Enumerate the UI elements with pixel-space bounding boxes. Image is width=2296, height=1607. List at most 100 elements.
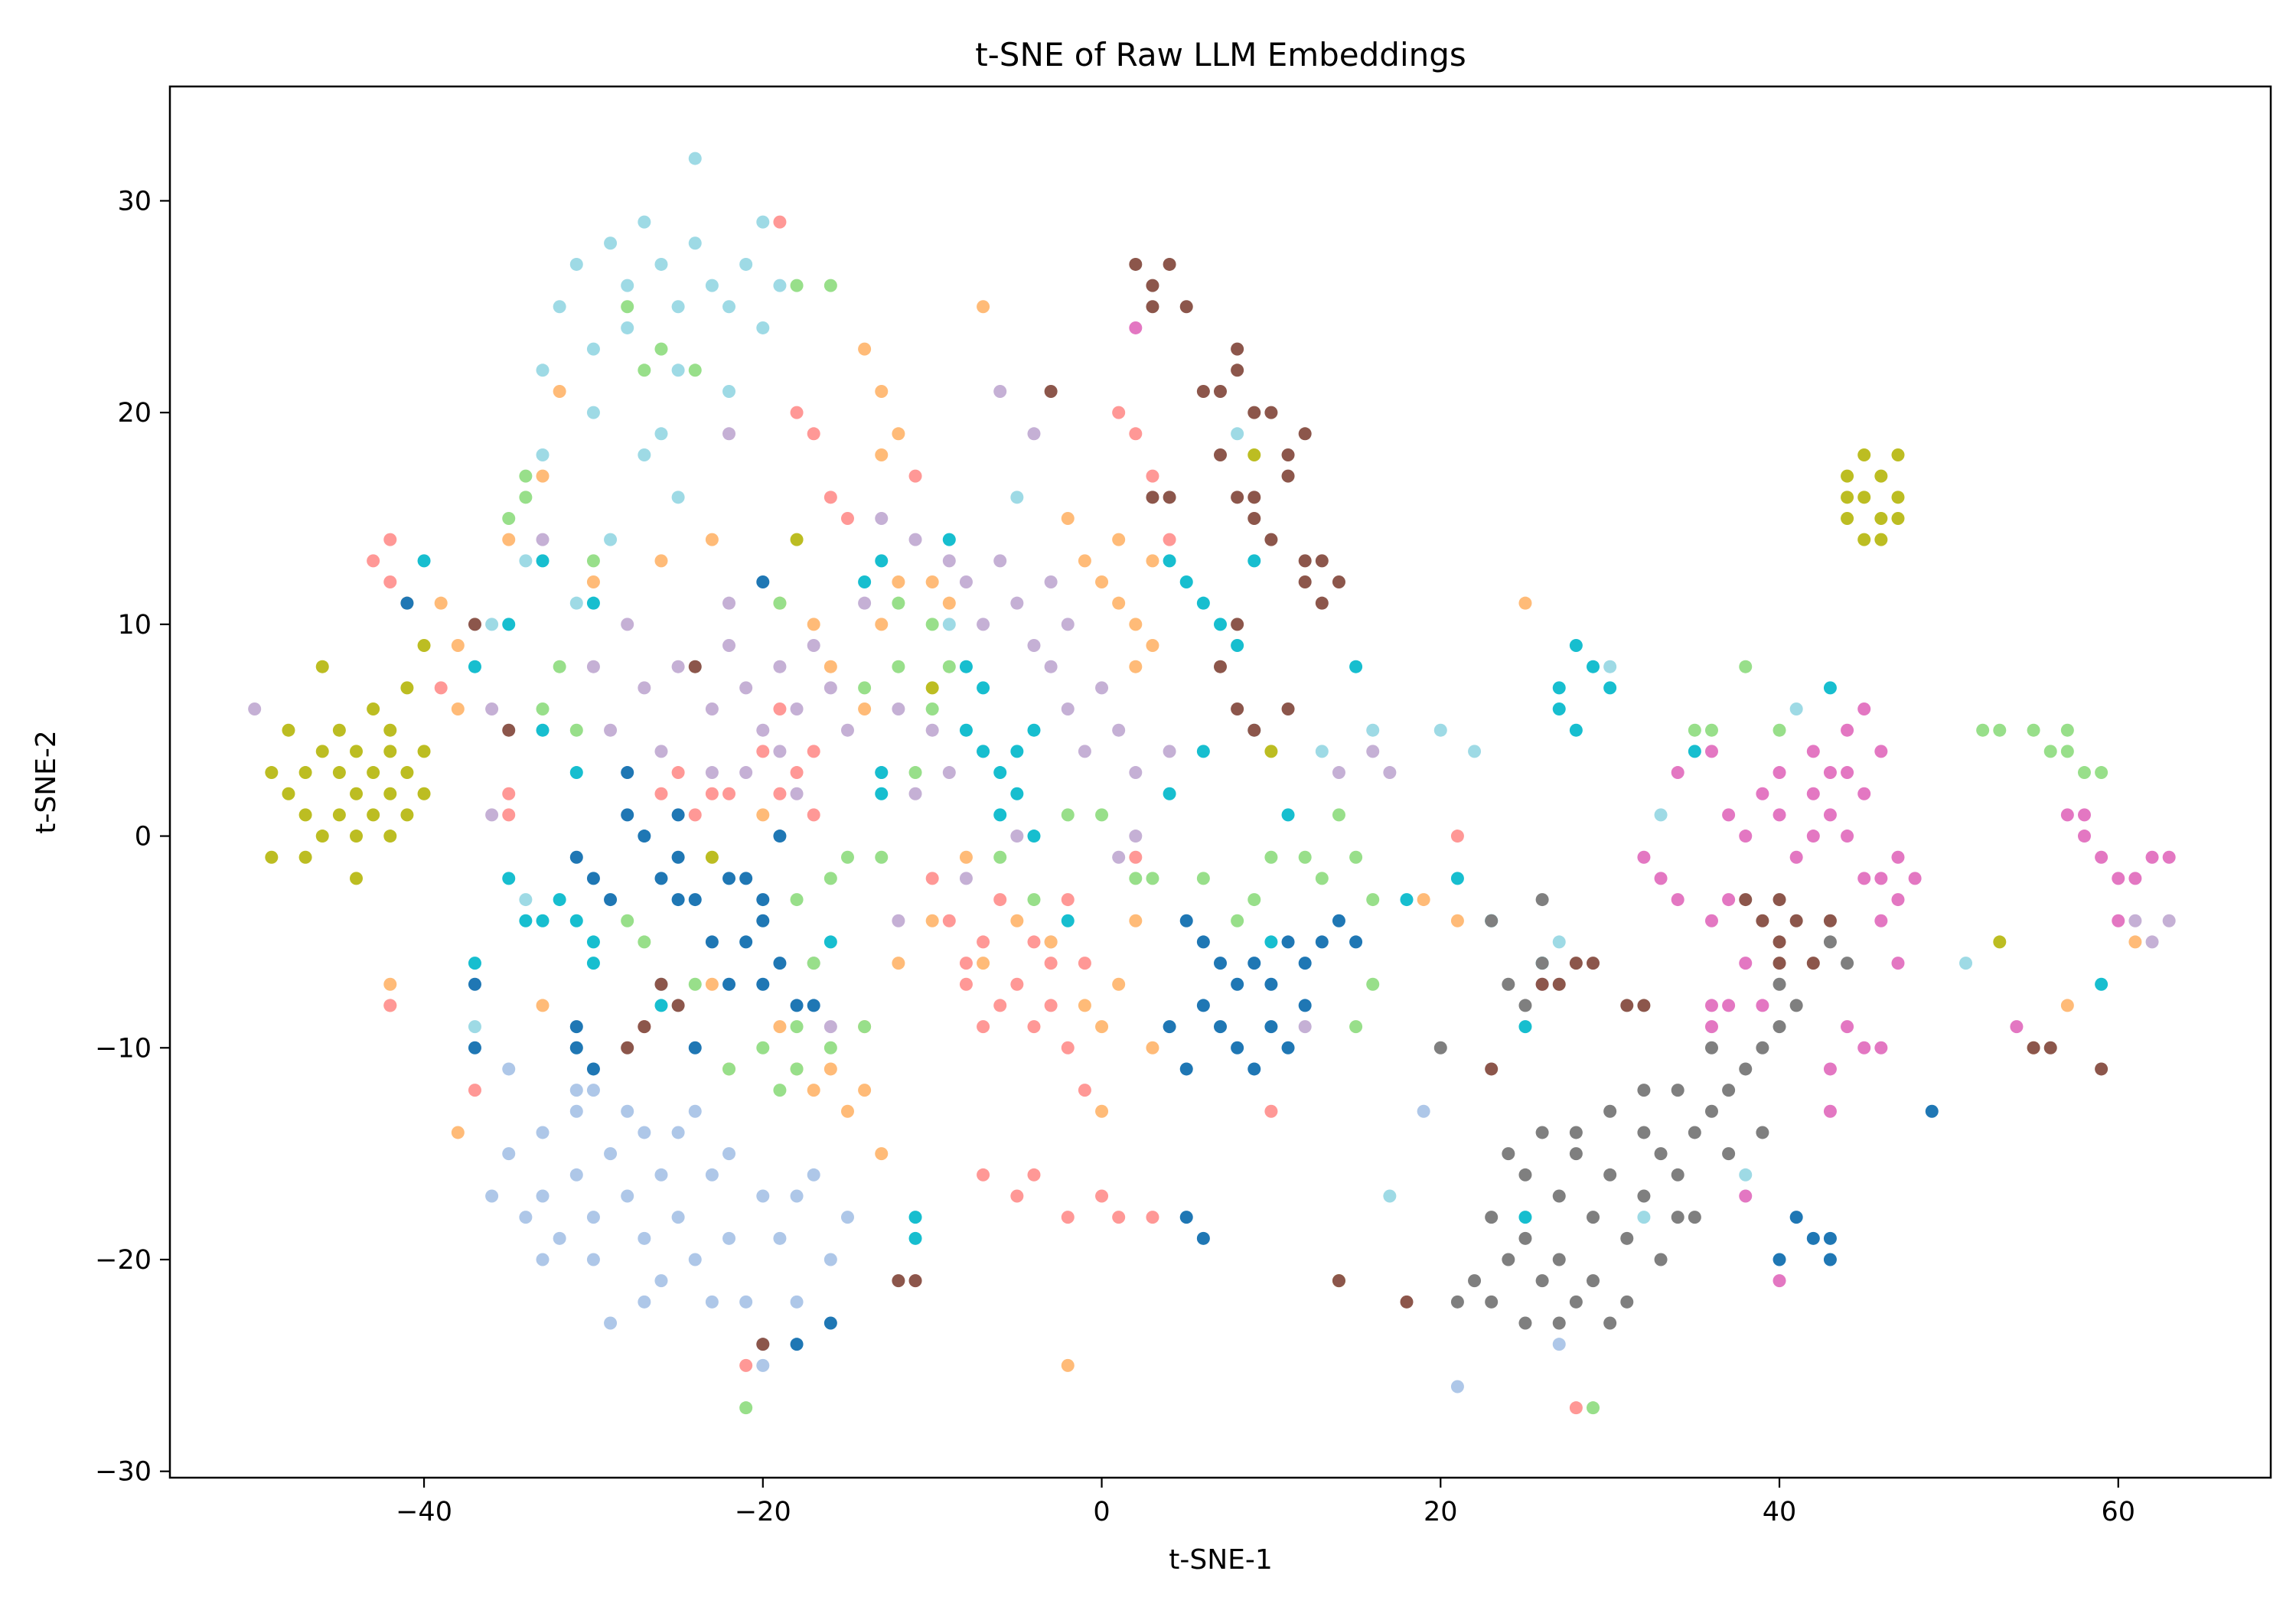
- data-point: [688, 1253, 702, 1266]
- data-point: [502, 511, 516, 525]
- data-point: [892, 914, 905, 927]
- data-point: [1078, 957, 1091, 970]
- data-point: [400, 681, 414, 695]
- data-point: [1450, 872, 1464, 885]
- data-point: [840, 1104, 854, 1118]
- y-tick-label: 0: [135, 822, 152, 852]
- data-point: [621, 1189, 634, 1203]
- data-point: [1315, 935, 1329, 949]
- data-point: [1078, 1084, 1091, 1097]
- data-point: [1247, 893, 1261, 907]
- data-point: [1247, 1062, 1261, 1076]
- data-point: [536, 469, 550, 483]
- data-point: [892, 596, 905, 610]
- data-point: [773, 279, 787, 292]
- data-point: [1789, 702, 1803, 716]
- data-point: [569, 1104, 583, 1118]
- data-point: [1891, 850, 1905, 864]
- data-point: [367, 766, 380, 780]
- data-point: [1704, 745, 1718, 758]
- data-point: [519, 1211, 533, 1224]
- data-point: [1688, 723, 1701, 737]
- data-point: [858, 1084, 872, 1097]
- data-point: [1298, 1020, 1312, 1034]
- data-point: [519, 491, 533, 504]
- data-point: [705, 787, 719, 800]
- data-point: [1061, 893, 1075, 907]
- data-point: [1214, 1020, 1227, 1034]
- data-point: [1502, 977, 1515, 991]
- data-point: [1010, 596, 1024, 610]
- data-point: [1535, 893, 1549, 907]
- data-point: [1637, 1084, 1651, 1097]
- data-point: [1823, 935, 1837, 949]
- data-point: [502, 1062, 516, 1076]
- data-point: [977, 1168, 990, 1182]
- data-point: [1146, 639, 1159, 653]
- x-tick-label: 60: [2101, 1497, 2135, 1527]
- data-point: [1874, 914, 1888, 927]
- data-point: [1756, 787, 1769, 800]
- data-point: [2162, 850, 2176, 864]
- data-point: [722, 639, 736, 653]
- data-point: [1112, 533, 1126, 546]
- x-tick-label: 40: [1763, 1497, 1797, 1527]
- data-point: [2095, 766, 2108, 780]
- data-point: [807, 618, 820, 631]
- data-point: [977, 1020, 990, 1034]
- data-point: [350, 787, 364, 800]
- data-point: [638, 1126, 651, 1139]
- data-point: [1722, 1084, 1736, 1097]
- data-point: [1214, 660, 1227, 673]
- data-point: [1603, 660, 1617, 673]
- data-point: [1485, 914, 1499, 927]
- data-point: [569, 257, 583, 271]
- data-point: [468, 660, 481, 673]
- data-point: [688, 1104, 702, 1118]
- data-point: [2112, 914, 2125, 927]
- data-point: [1247, 554, 1261, 568]
- data-point: [1298, 957, 1312, 970]
- data-point: [925, 723, 939, 737]
- data-point: [383, 533, 397, 546]
- data-point: [2112, 872, 2125, 885]
- data-point: [722, 300, 736, 314]
- data-point: [1433, 723, 1447, 737]
- data-point: [1587, 1274, 1600, 1288]
- data-point: [2077, 766, 2091, 780]
- data-point: [1789, 999, 1803, 1012]
- data-point: [1773, 935, 1786, 949]
- data-point: [1281, 448, 1295, 461]
- data-point: [1569, 723, 1583, 737]
- data-point: [1841, 469, 1854, 483]
- data-point: [400, 766, 414, 780]
- data-point: [569, 1168, 583, 1182]
- data-point: [823, 1020, 837, 1034]
- data-point: [1739, 830, 1753, 843]
- data-point: [1146, 279, 1159, 292]
- data-point: [1773, 808, 1786, 822]
- data-point: [1450, 1295, 1464, 1309]
- data-point: [536, 363, 550, 377]
- data-point: [2095, 850, 2108, 864]
- data-point: [1874, 1041, 1888, 1054]
- data-point: [1468, 1274, 1482, 1288]
- data-point: [1247, 511, 1261, 525]
- data-point: [993, 384, 1007, 398]
- data-point: [1502, 1253, 1515, 1266]
- data-point: [1247, 723, 1261, 737]
- data-point: [502, 1147, 516, 1161]
- data-point: [654, 554, 668, 568]
- data-point: [1264, 745, 1278, 758]
- data-point: [756, 1358, 770, 1372]
- data-point: [739, 872, 753, 885]
- data-point: [892, 427, 905, 441]
- data-point: [298, 766, 312, 780]
- data-point: [1163, 745, 1176, 758]
- data-point: [773, 830, 787, 843]
- data-point: [621, 321, 634, 334]
- data-point: [807, 427, 820, 441]
- data-point: [671, 1211, 685, 1224]
- data-point: [1857, 491, 1871, 504]
- data-point: [790, 1062, 804, 1076]
